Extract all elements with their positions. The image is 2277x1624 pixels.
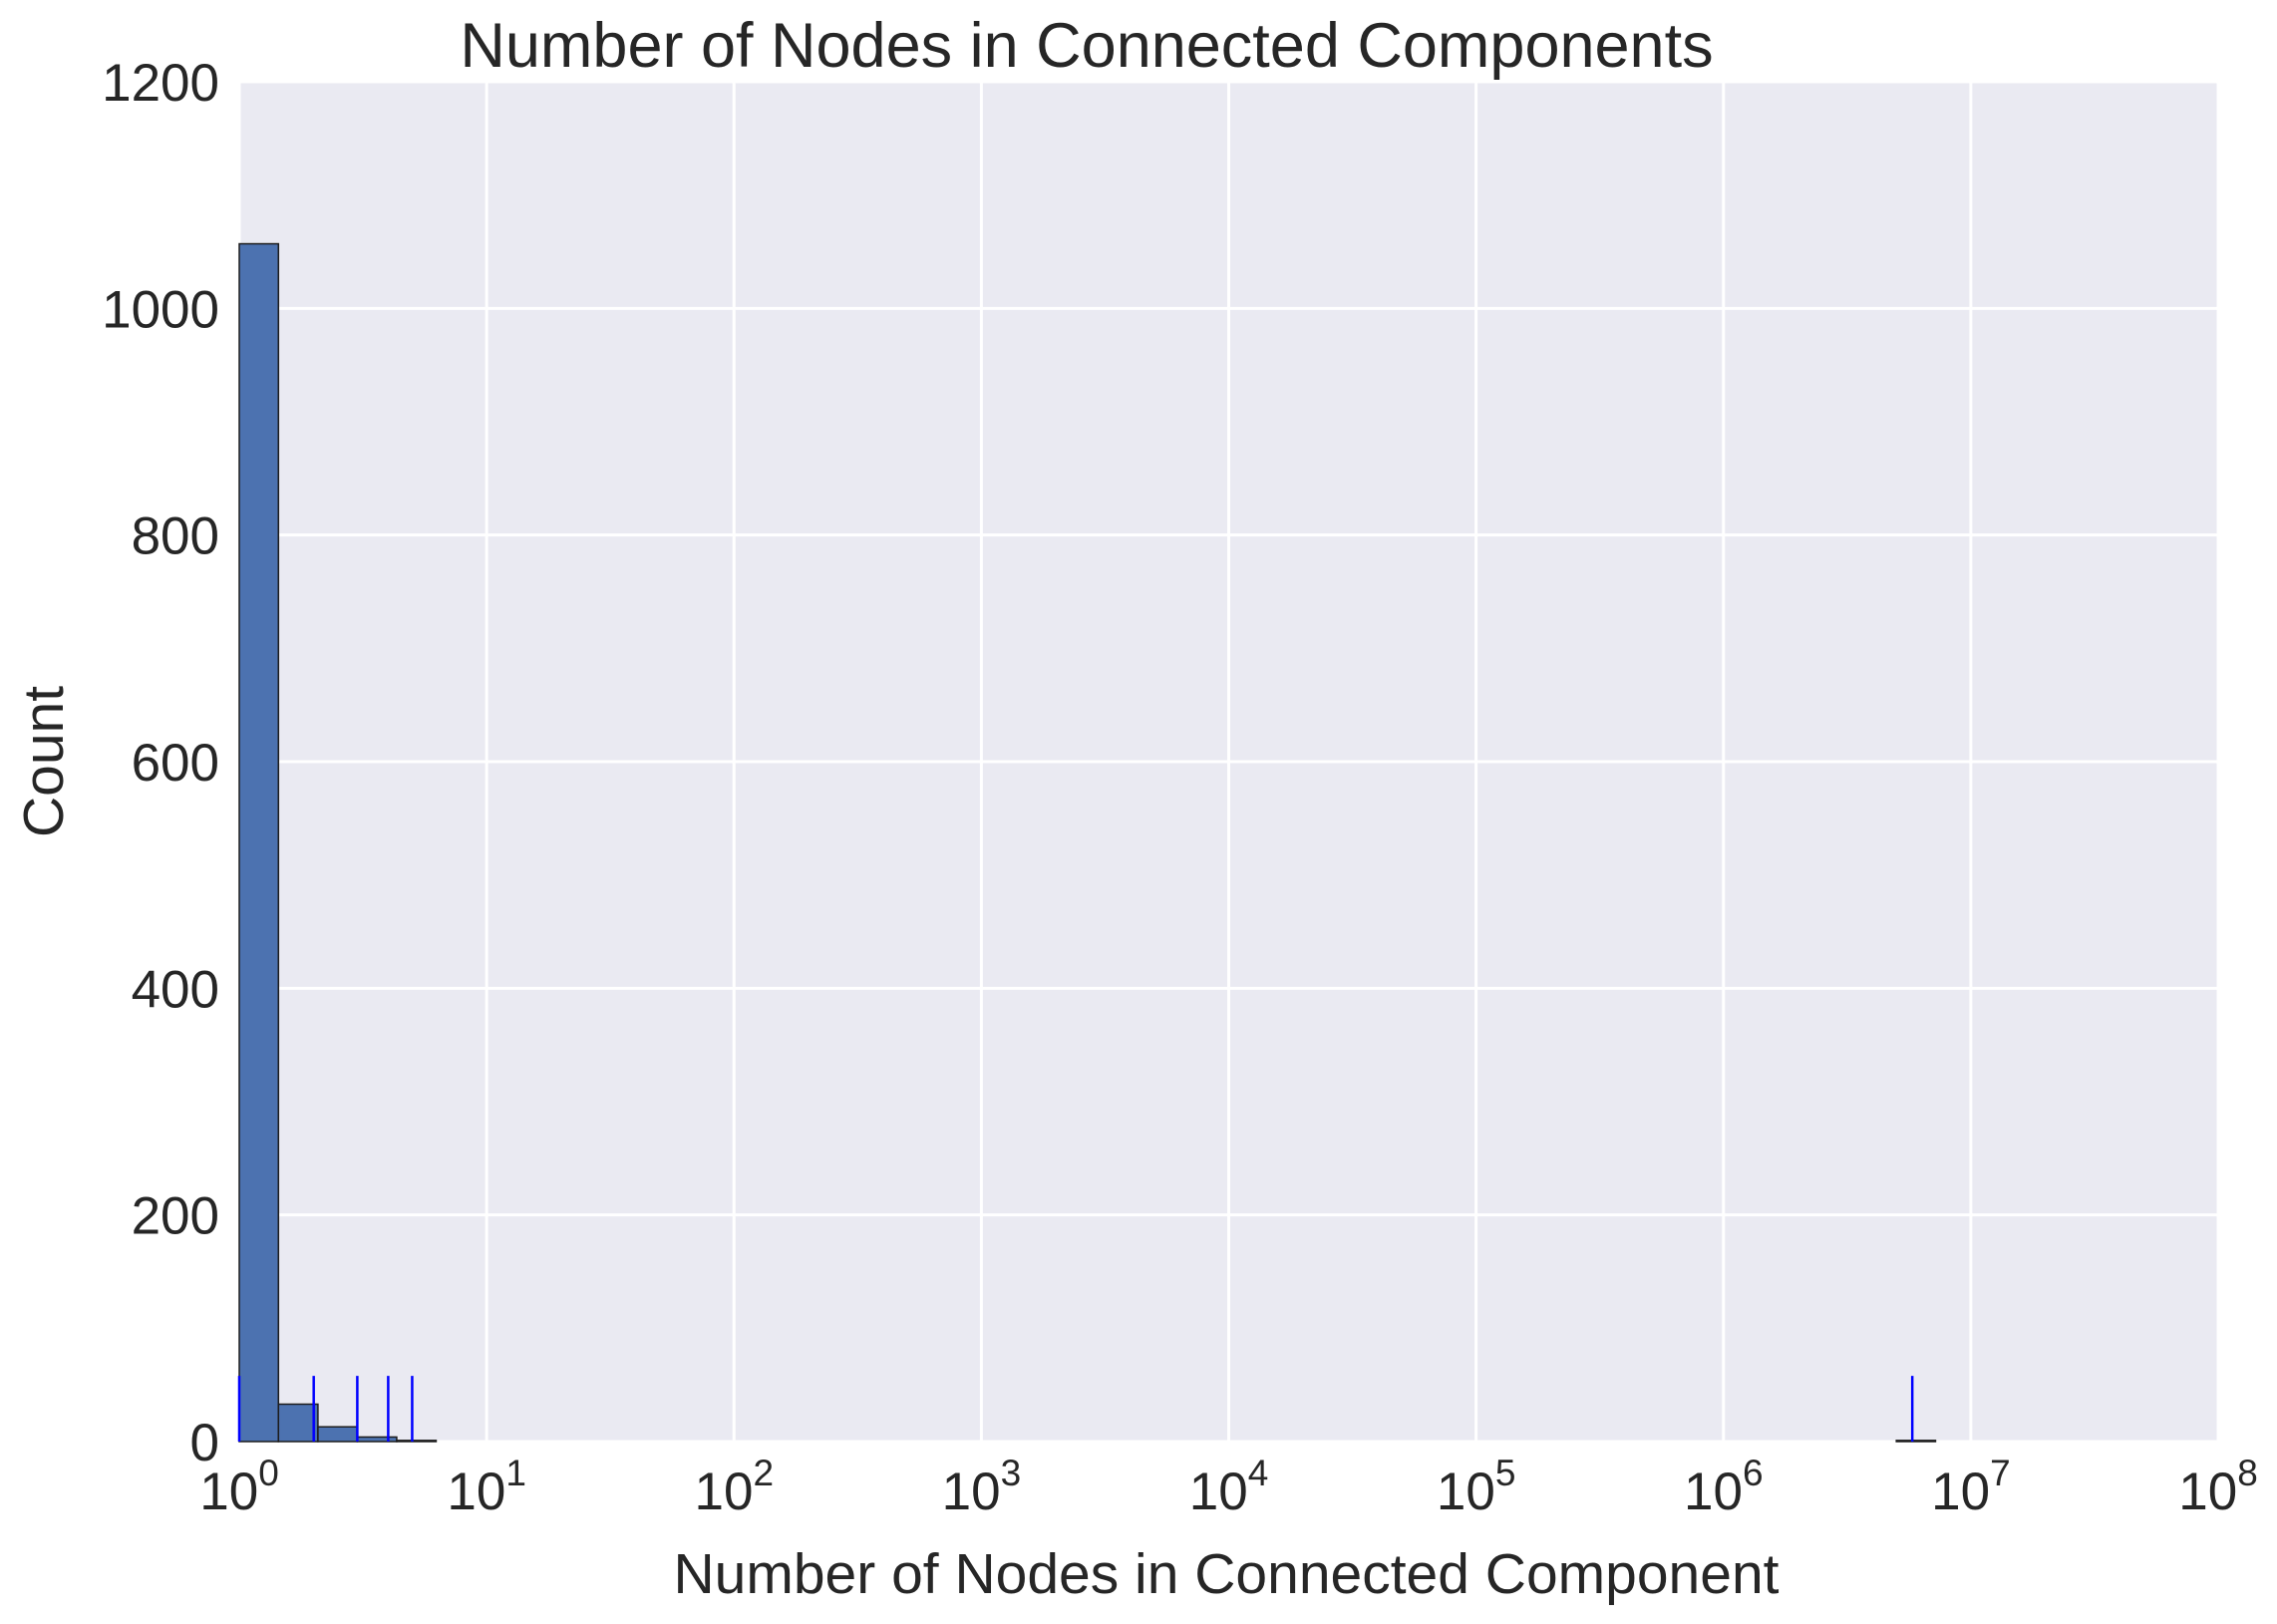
x-tick-label: 106 (1684, 1453, 1764, 1521)
y-tick-label: 800 (132, 507, 219, 566)
y-tick-label: 600 (132, 734, 219, 793)
x-tick-label: 105 (1437, 1453, 1516, 1521)
histogram-bar (317, 1426, 359, 1443)
x-tick-label: 100 (199, 1453, 279, 1521)
chart-title: Number of Nodes in Connected Components (460, 11, 1713, 81)
histogram-bar (1895, 1440, 1937, 1443)
x-tick-label: 107 (1931, 1453, 2011, 1521)
histogram-bar (238, 242, 280, 1443)
y-tick-label: 1200 (102, 54, 219, 113)
x-tick-label: 104 (1189, 1453, 1269, 1521)
y-tick-label: 0 (190, 1414, 219, 1472)
x-tick-label: 103 (942, 1453, 1022, 1521)
y-tick-label: 200 (132, 1187, 219, 1246)
histogram-bars (238, 242, 1937, 1443)
histogram-bar (356, 1436, 398, 1443)
x-tick-label: 108 (2178, 1453, 2258, 1521)
x-axis-ticks: 100 101 102 103 104 105 106 107 108 (199, 1453, 2258, 1521)
histogram-bar (396, 1440, 438, 1443)
rug-marks (237, 1376, 1914, 1442)
y-axis-label: Count (12, 686, 76, 837)
x-axis-label: Number of Nodes in Connected Component (674, 1542, 1780, 1606)
histogram-bar (277, 1403, 319, 1443)
y-tick-label: 400 (132, 960, 219, 1019)
x-tick-label: 101 (447, 1453, 526, 1521)
x-tick-label: 102 (694, 1453, 774, 1521)
y-axis-ticks: 0 200 400 600 800 1000 1200 (102, 54, 219, 1472)
y-tick-label: 1000 (102, 280, 219, 339)
